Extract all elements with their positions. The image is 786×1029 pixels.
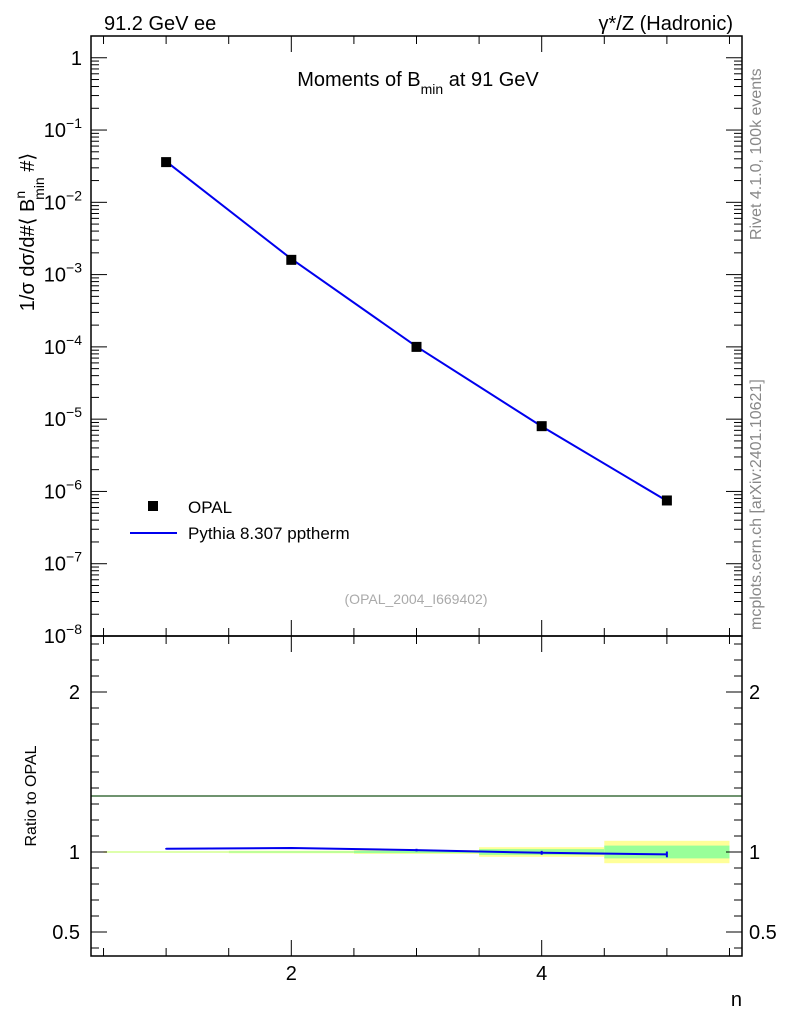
- ratio-band-inner: [228, 851, 354, 853]
- pythia-series: [165, 160, 668, 502]
- legend: OPAL Pythia 8.307 pptherm: [130, 498, 350, 543]
- opal-series: [161, 157, 672, 506]
- ratio-uncertainty-bands: [103, 840, 730, 864]
- main-y-tick-label: 10−3: [44, 260, 82, 287]
- ratio-y-tick-label-left: 0.5: [52, 922, 80, 944]
- ratio-y-tick-label-right: 2: [749, 682, 760, 704]
- main-y-tick-label: 10−8: [44, 621, 82, 648]
- legend-opal-marker: [148, 501, 158, 511]
- main-y-tick-label: 10−2: [44, 187, 82, 214]
- opal-data-point: [286, 254, 297, 265]
- ratio-y-tick-label-right: 0.5: [749, 922, 777, 944]
- plot-title: Moments of Bmin at 91 GeV: [297, 69, 539, 97]
- x-tick-label: 4: [536, 963, 547, 985]
- legend-opal-label: OPAL: [188, 498, 232, 517]
- main-y-axis-label: 1/σ dσ/d#⟨ Bn min #⟩: [12, 153, 47, 311]
- pythia-line: [165, 160, 668, 502]
- header-left-label: 91.2 GeV ee: [104, 13, 216, 35]
- main-y-tick-label: 10−7: [44, 549, 82, 576]
- header-right-label: γ*/Z (Hadronic): [599, 13, 733, 35]
- mcplots-label: mcplots.cern.ch [arXiv:2401.10621]: [748, 379, 765, 630]
- ratio-band-inner: [103, 851, 229, 853]
- analysis-id-label: (OPAL_2004_I669402): [345, 591, 488, 607]
- rivet-label: Rivet 4.1.0, 100k events: [748, 68, 765, 240]
- opal-data-point: [161, 157, 172, 168]
- main-axis-ticks: [91, 35, 742, 637]
- ratio-y-tick-label-left: 2: [69, 682, 80, 704]
- main-plot-frame: [90, 35, 743, 637]
- opal-data-point: [411, 341, 422, 352]
- opal-data-point: [536, 421, 547, 432]
- legend-pythia-label: Pythia 8.307 pptherm: [188, 524, 350, 543]
- ratio-pythia-series: [165, 846, 668, 858]
- opal-data-point: [661, 495, 672, 506]
- ratio-y-tick-label-right: 1: [749, 842, 760, 864]
- main-y-tick-labels: 1 10−1 10−2 10−3 10−4 10−5 10−6 10−7 10−8: [44, 48, 82, 648]
- ratio-axis-ticks: [91, 636, 742, 956]
- ratio-y-tick-label-left: 1: [69, 842, 80, 864]
- main-y-tick-label: 10−5: [44, 404, 82, 431]
- main-y-tick-label: 10−4: [44, 332, 82, 359]
- x-tick-label: 2: [286, 963, 297, 985]
- ratio-band-inner: [353, 850, 480, 854]
- ratio-y-axis-label: Ratio to OPAL: [23, 745, 40, 846]
- x-axis-label: n: [731, 989, 742, 1011]
- ratio-y-tick-labels: 0.5 0.5 1 1 2 2: [52, 682, 777, 944]
- main-y-tick-label: 10−6: [44, 476, 82, 503]
- main-y-tick-label: 10−1: [44, 115, 82, 142]
- main-y-tick-label: 1: [71, 48, 82, 70]
